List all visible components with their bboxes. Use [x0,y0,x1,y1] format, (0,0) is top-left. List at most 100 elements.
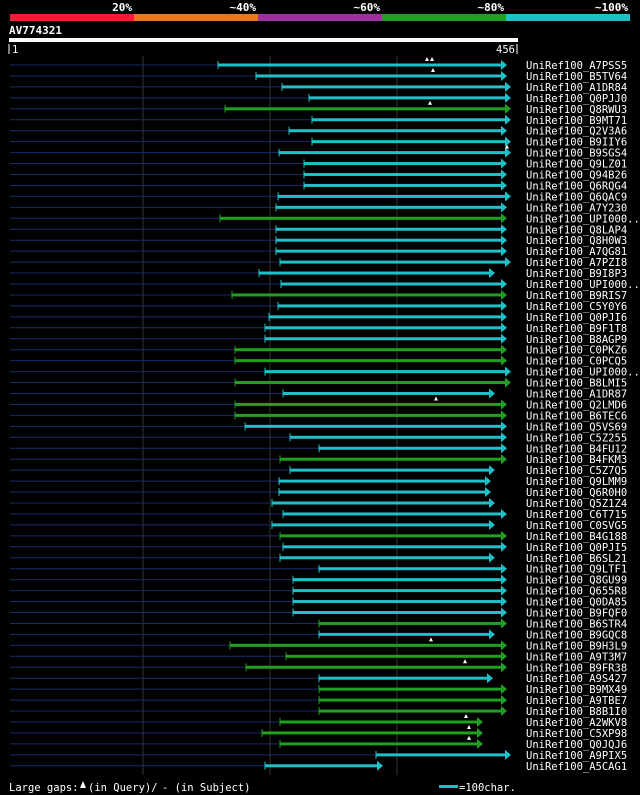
hit-bar[interactable] [290,468,490,472]
hit-label[interactable]: UniRef100_Q94B26 [526,170,627,182]
hit-label[interactable]: UniRef100_B8LMI5 [526,378,627,390]
hit-label[interactable]: UniRef100_Q6QAC9 [526,191,627,203]
hit-label[interactable]: UniRef100_Q0DA85 [526,597,627,609]
hit-bar[interactable] [278,304,502,308]
hit-label[interactable]: UniRef100_A9S427 [526,673,627,685]
hit-label[interactable]: UniRef100_Q6RQG4 [526,180,627,192]
hit-label[interactable]: UniRef100_B4FU12 [526,443,627,455]
hit-label[interactable]: UniRef100_B9IIY6 [526,137,627,149]
hit-label[interactable]: UniRef100_C5Z255 [526,432,627,444]
hit-label[interactable]: UniRef100_Q0PJJ0 [526,93,627,105]
hit-bar[interactable] [235,402,502,406]
hit-bar[interactable] [309,96,506,100]
hit-bar[interactable] [230,643,502,647]
hit-bar[interactable] [279,479,486,483]
hit-bar[interactable] [235,359,502,363]
hit-label[interactable]: UniRef100_Q2LMD6 [526,399,627,411]
hit-bar[interactable] [276,227,502,231]
hit-label[interactable]: UniRef100_B8B1I0 [526,706,627,718]
hit-bar[interactable] [259,271,490,275]
hit-label[interactable]: UniRef100_Q8RWU3 [526,104,627,116]
hit-bar[interactable] [218,63,502,67]
hit-bar[interactable] [304,173,502,176]
hit-bar[interactable] [280,742,478,746]
hit-bar[interactable] [265,326,502,330]
hit-label[interactable]: UniRef100_A5CAG1 [526,761,627,773]
hit-bar[interactable] [319,621,502,625]
hit-label[interactable]: UniRef100_A9TBE7 [526,695,627,707]
hit-bar[interactable] [276,249,502,253]
hit-label[interactable]: UniRef100_UPI000.. [526,213,640,225]
hit-label[interactable]: UniRef100_A1DR84 [526,82,627,94]
hit-bar[interactable] [312,140,506,144]
hit-label[interactable]: UniRef100_B9F1T8 [526,323,627,335]
hit-bar[interactable] [220,216,502,220]
hit-bar[interactable] [272,523,490,527]
hit-bar[interactable] [282,85,506,89]
hit-bar[interactable] [276,238,502,242]
hit-label[interactable]: UniRef100_Q655R8 [526,586,627,598]
hit-label[interactable]: UniRef100_B9RIS7 [526,290,627,302]
hit-bar[interactable] [319,446,502,450]
hit-label[interactable]: UniRef100_Q5Z1Z4 [526,498,627,510]
hit-bar[interactable] [265,337,502,341]
hit-label[interactable]: UniRef100_C0SVG5 [526,520,627,532]
hit-label[interactable]: UniRef100_Q5VS69 [526,421,627,433]
hit-bar[interactable] [235,413,502,417]
hit-bar[interactable] [283,392,490,395]
hit-label[interactable]: UniRef100_Q2V3A6 [526,126,627,138]
hit-label[interactable]: UniRef100_B9MX49 [526,684,627,696]
hit-label[interactable]: UniRef100_B6SL21 [526,553,627,565]
hit-bar[interactable] [283,512,502,516]
hit-bar[interactable] [235,381,506,385]
hit-label[interactable]: UniRef100_C5XP98 [526,728,627,740]
hit-label[interactable]: UniRef100_A9T3M7 [526,651,627,663]
hit-bar[interactable] [286,654,502,658]
hit-label[interactable]: UniRef100_Q9LTF1 [526,564,627,576]
hit-label[interactable]: UniRef100_B6TEC6 [526,410,627,422]
hit-label[interactable]: UniRef100_B9MT71 [526,115,627,127]
hit-label[interactable]: UniRef100_A7Y230 [526,202,627,214]
hit-label[interactable]: UniRef100_Q8GU99 [526,575,627,587]
hit-label[interactable]: UniRef100_A7QG81 [526,246,627,258]
hit-label[interactable]: UniRef100_B9GQC8 [526,629,627,641]
hit-bar[interactable] [304,183,502,187]
hit-bar[interactable] [293,589,502,593]
hit-label[interactable]: UniRef100_C6T715 [526,509,627,521]
hit-label[interactable]: UniRef100_B9SGS4 [526,148,627,160]
hit-label[interactable]: UniRef100_B6STR4 [526,618,627,630]
hit-bar[interactable] [319,687,502,691]
hit-label[interactable]: UniRef100_Q0PJI5 [526,542,627,554]
hit-bar[interactable] [293,611,502,614]
hit-bar[interactable] [265,370,506,374]
hit-bar[interactable] [319,567,502,571]
hit-bar[interactable] [276,205,502,209]
hit-label[interactable]: UniRef100_A1DR87 [526,389,627,401]
hit-label[interactable]: UniRef100_B9I8P3 [526,268,627,280]
hit-bar[interactable] [269,315,502,319]
hit-bar[interactable] [280,720,478,724]
hit-bar[interactable] [319,676,488,680]
hit-label[interactable]: UniRef100_Q0JQJ6 [526,739,627,751]
hit-label[interactable]: UniRef100_B8AGP9 [526,334,627,346]
hit-bar[interactable] [246,665,502,669]
hit-bar[interactable] [290,435,502,439]
hit-label[interactable]: UniRef100_B9FR38 [526,662,627,674]
hit-bar[interactable] [278,194,506,198]
hit-label[interactable]: UniRef100_B4FKM3 [526,454,627,466]
hit-bar[interactable] [232,293,502,297]
hit-label[interactable]: UniRef100_C5Z7Q5 [526,465,627,477]
hit-bar[interactable] [280,534,502,538]
hit-label[interactable]: UniRef100_A7PZI8 [526,257,627,269]
hit-bar[interactable] [293,578,502,582]
hit-label[interactable]: UniRef100_Q9LMM9 [526,476,627,488]
hit-label[interactable]: UniRef100_UPI000.. [526,279,640,291]
hit-bar[interactable] [293,600,502,604]
hit-label[interactable]: UniRef100_A2WKV8 [526,717,627,729]
hit-label[interactable]: UniRef100_A7PSS5 [526,60,627,72]
hit-bar[interactable] [272,501,490,505]
hit-bar[interactable] [289,129,502,133]
hit-bar[interactable] [235,348,502,352]
hit-label[interactable]: UniRef100_B9H3L9 [526,640,627,652]
hit-bar[interactable] [319,709,502,713]
